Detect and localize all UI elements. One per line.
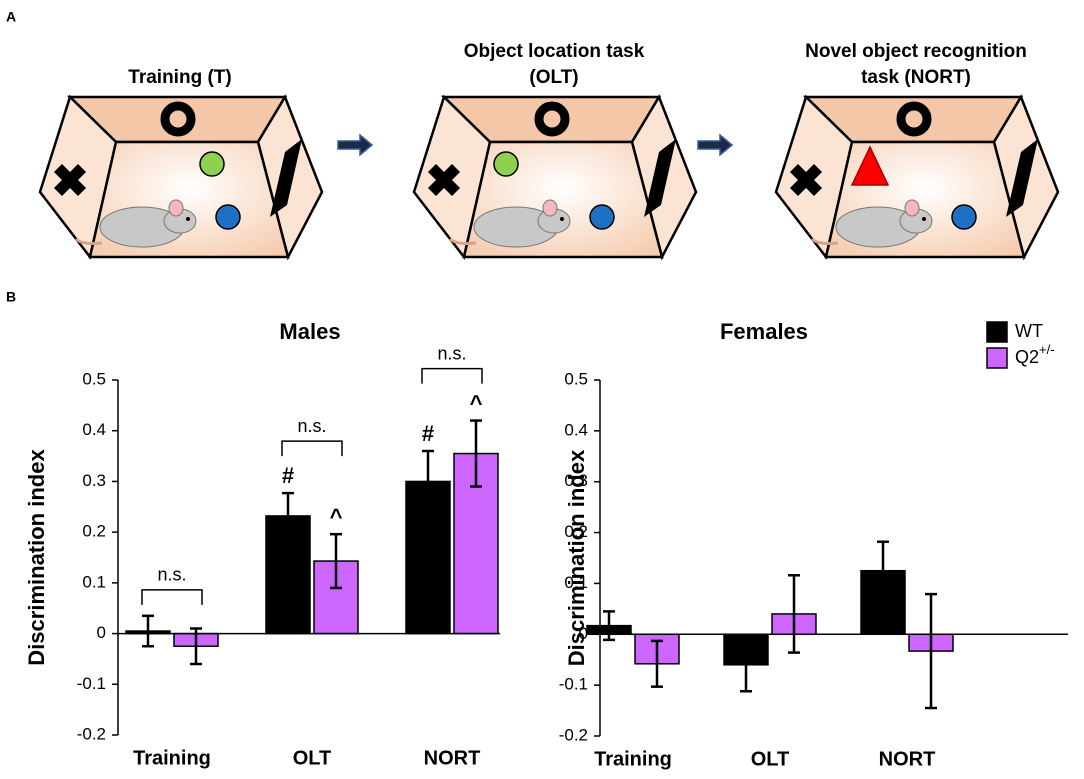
panel-label: A: [6, 9, 16, 25]
error-bar: [877, 540, 889, 601]
legend-swatch: [986, 347, 1008, 369]
y-axis-label: Discrimination index: [24, 449, 49, 666]
arena: [40, 97, 322, 257]
stage-label: (OLT): [529, 67, 578, 88]
y-tick-label: 0.3: [82, 471, 106, 490]
y-tick-label: 0.1: [564, 573, 588, 592]
significance-marker: #: [282, 463, 294, 488]
bracket: [141, 589, 203, 605]
significance-marker: ^: [470, 390, 483, 415]
x-tick-label: NORT: [424, 747, 481, 769]
bracket-label: n.s.: [157, 565, 186, 585]
chart-title: Females: [720, 319, 808, 344]
y-tick-label: -0.1: [77, 674, 106, 693]
error-bar: [603, 610, 615, 642]
error-bar: [788, 574, 800, 654]
bracket: [421, 367, 483, 384]
stage-label: Training (T): [128, 67, 231, 88]
bracket: [281, 440, 343, 457]
y-tick-label: 0.1: [82, 572, 106, 591]
bracket-label: n.s.: [437, 343, 466, 363]
x-tick-label: NORT: [879, 748, 936, 770]
y-axis-label: Discrimination index: [564, 449, 589, 666]
legend-label: Q2+/-: [1015, 342, 1055, 367]
y-tick-label: 0.5: [564, 369, 588, 388]
y-tick-label: 0.2: [564, 522, 588, 541]
y-tick-label: 0.4: [564, 420, 588, 439]
stage-label: Object location task: [464, 41, 645, 62]
arena: [414, 97, 696, 257]
y-tick-label: 0.2: [82, 522, 106, 541]
legend-label: WT: [1015, 321, 1043, 341]
y-tick-label: 0: [579, 624, 588, 643]
error-bar: [651, 639, 663, 688]
significance-marker: ^: [330, 504, 343, 529]
x-tick-label: Training: [594, 748, 672, 770]
error-bar: [330, 532, 342, 590]
y-tick-label: 0.5: [82, 369, 106, 388]
legend-swatch: [986, 321, 1008, 343]
x-tick-label: OLT: [293, 747, 332, 769]
stage-label: Novel object recognition: [805, 41, 1027, 62]
y-tick-label: 0.3: [564, 471, 588, 490]
arrow: [337, 134, 373, 156]
chart-title: Males: [279, 319, 340, 344]
panel-label: B: [6, 289, 16, 305]
y-tick-label: 0.4: [82, 420, 106, 439]
significance-marker: #: [422, 421, 434, 446]
arena: [776, 97, 1058, 257]
y-tick-label: 0: [97, 623, 106, 642]
x-tick-label: OLT: [751, 748, 790, 770]
error-bar: [740, 637, 752, 693]
error-bar: [925, 592, 937, 710]
y-tick-label: -0.2: [77, 724, 106, 743]
error-bar: [142, 614, 154, 648]
x-tick-label: Training: [133, 747, 211, 769]
error-bar: [282, 491, 294, 540]
arrow: [697, 134, 733, 156]
error-bar: [470, 419, 482, 488]
error-bar: [190, 627, 202, 666]
error-bar: [422, 449, 434, 514]
bracket-label: n.s.: [297, 416, 326, 436]
y-tick-label: -0.2: [559, 725, 588, 744]
y-tick-label: -0.1: [559, 675, 588, 694]
stage-label: task (NORT): [861, 67, 971, 88]
